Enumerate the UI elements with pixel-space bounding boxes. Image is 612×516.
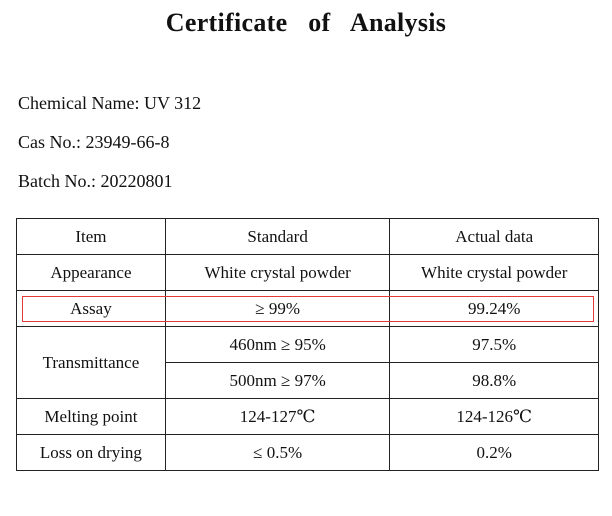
cas-number-value: 23949-66-8 <box>85 132 170 152</box>
cas-number-label: Cas No.: <box>18 132 86 152</box>
table-header-row: Item Standard Actual data <box>16 218 599 255</box>
melting-point-standard: 124-127℃ <box>164 398 391 435</box>
chemical-name-value: UV 312 <box>143 93 202 113</box>
document-title: Certificate of Analysis <box>165 8 447 37</box>
loss-on-drying-standard: ≤ 0.5% <box>164 434 391 471</box>
appearance-actual: White crystal powder <box>389 254 599 291</box>
table-row-melting-point: Melting point 124-127℃ 124-126℃ <box>16 398 599 435</box>
batch-number-label: Batch No.: <box>18 171 101 191</box>
melting-point-item: Melting point <box>16 398 166 435</box>
chemical-name-field: Chemical Name: UV 312 <box>18 93 201 114</box>
appearance-standard: White crystal powder <box>164 254 391 291</box>
header-standard: Standard <box>164 218 391 255</box>
header-actual-data: Actual data <box>389 218 599 255</box>
assay-standard: ≥ 99% <box>164 290 391 327</box>
chemical-name-label: Chemical Name: <box>18 93 144 113</box>
transmittance-item: Transmittance <box>16 326 166 399</box>
loss-on-drying-actual: 0.2% <box>389 434 599 471</box>
table-row-appearance: Appearance White crystal powder White cr… <box>16 254 599 291</box>
analysis-table: Item Standard Actual data Appearance Whi… <box>16 218 599 471</box>
transmittance-460-standard: 460nm ≥ 95% <box>164 326 391 363</box>
cas-number-field: Cas No.: 23949-66-8 <box>18 132 170 153</box>
assay-actual: 99.24% <box>389 290 599 327</box>
header-item: Item <box>16 218 166 255</box>
table-row-loss-on-drying: Loss on drying ≤ 0.5% 0.2% <box>16 434 599 471</box>
table-row-transmittance-460: Transmittance 460nm ≥ 95% 97.5% <box>16 326 599 399</box>
transmittance-500-standard: 500nm ≥ 97% <box>164 362 391 399</box>
batch-number-field: Batch No.: 20220801 <box>18 171 173 192</box>
batch-number-value: 20220801 <box>100 171 173 191</box>
transmittance-500-actual: 98.8% <box>389 362 599 399</box>
transmittance-460-actual: 97.5% <box>389 326 599 363</box>
loss-on-drying-item: Loss on drying <box>16 434 166 471</box>
assay-item: Assay <box>16 290 166 327</box>
table-row-transmittance-500: 500nm ≥ 97% 98.8% <box>17 362 599 399</box>
appearance-item: Appearance <box>16 254 166 291</box>
melting-point-actual: 124-126℃ <box>389 398 599 435</box>
table-row-assay: Assay ≥ 99% 99.24% <box>16 290 599 327</box>
